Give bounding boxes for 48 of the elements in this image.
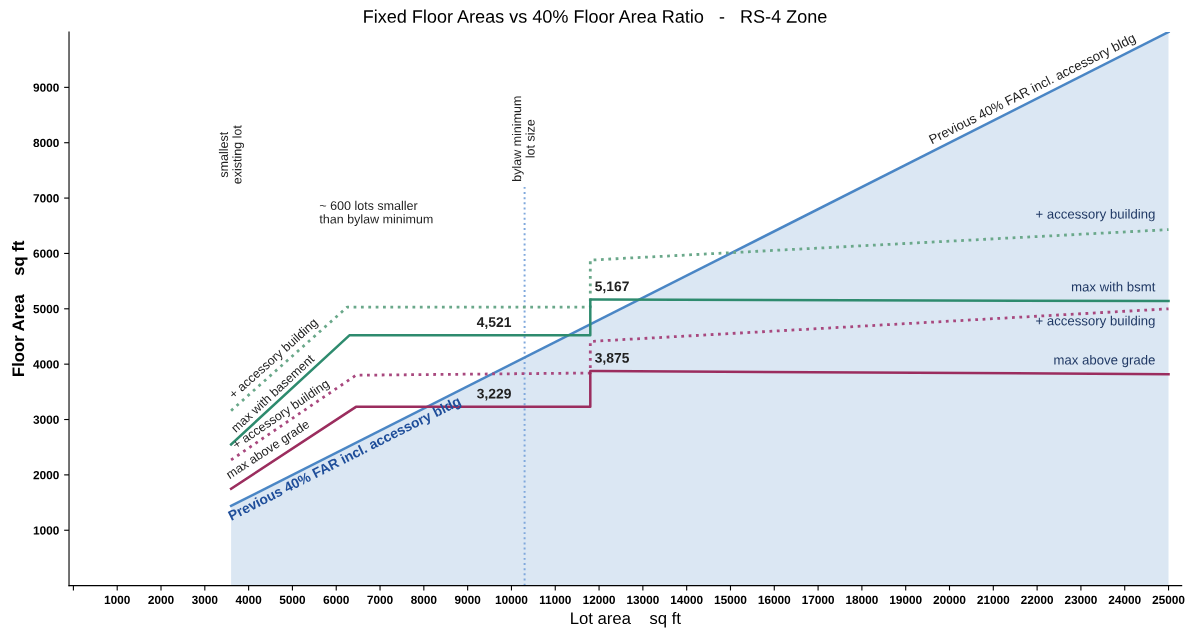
y-tick-label: 7000 [33, 194, 59, 203]
x-tick-label: 22000 [1021, 595, 1054, 604]
series-label: + accessory building [1036, 315, 1155, 329]
x-tick-label: 12000 [583, 595, 615, 604]
data-label: 3,875 [595, 352, 630, 365]
y-tick-label: 3000 [33, 415, 59, 424]
x-tick-label: 2000 [148, 595, 174, 604]
x-tick-label: 23000 [1064, 595, 1097, 605]
series-label: max above grade [1054, 354, 1155, 368]
x-tick-label: 9000 [454, 595, 481, 604]
series-label: + accessory building [1036, 209, 1155, 222]
y-tick-label: 1000 [33, 526, 59, 535]
x-tick-label: 10000 [495, 595, 528, 604]
x-tick-label: 19000 [890, 595, 922, 604]
x-tick-label: 5000 [279, 595, 306, 604]
data-label: 4,521 [476, 317, 512, 330]
y-tick-label: 2000 [33, 470, 59, 480]
x-tick-label: 17000 [802, 595, 835, 604]
annotation: smallest existing lot [218, 125, 245, 184]
x-tick-label: 16000 [758, 595, 791, 604]
x-tick-label: 14000 [671, 595, 703, 604]
chart-title: Fixed Floor Areas vs 40% Floor Area Ratio - RS-4 Zone [364, 9, 827, 23]
ref-line-label: bylaw minimum lot size [512, 96, 535, 181]
y-tick-label: 8000 [33, 138, 59, 148]
y-tick-label: 6000 [33, 249, 59, 258]
x-axis-title: Lot area sq ft [571, 611, 681, 628]
x-tick-label: 15000 [714, 595, 747, 604]
x-tick-label: 4000 [235, 595, 262, 604]
x-tick-label: 3000 [191, 595, 218, 605]
data-label: 3,229 [477, 388, 511, 401]
x-tick-label: 13000 [627, 595, 659, 605]
x-tick-label: 7000 [367, 595, 393, 604]
x-tick-label: 6000 [323, 595, 349, 604]
y-tick-label: 5000 [33, 304, 59, 314]
y-tick-label: 9000 [33, 83, 59, 92]
x-tick-label: 8000 [411, 595, 437, 604]
x-tick-label: 20000 [933, 595, 966, 604]
annotation: ~ 600 lots smaller than bylaw minimum [319, 200, 433, 226]
y-tick-label: 4000 [33, 360, 59, 369]
y-axis-title: Floor Area sq ft [11, 240, 28, 376]
x-tick-label: 24000 [1108, 595, 1141, 604]
x-tick-label: 11000 [539, 595, 571, 604]
x-tick-label: 25000 [1152, 595, 1185, 604]
x-tick-label: 21000 [977, 595, 1010, 604]
x-tick-label: 18000 [846, 595, 878, 604]
x-tick-label: 1000 [104, 595, 130, 604]
data-label: 5,167 [595, 281, 629, 294]
series-label: max with bsmt [1071, 281, 1156, 292]
